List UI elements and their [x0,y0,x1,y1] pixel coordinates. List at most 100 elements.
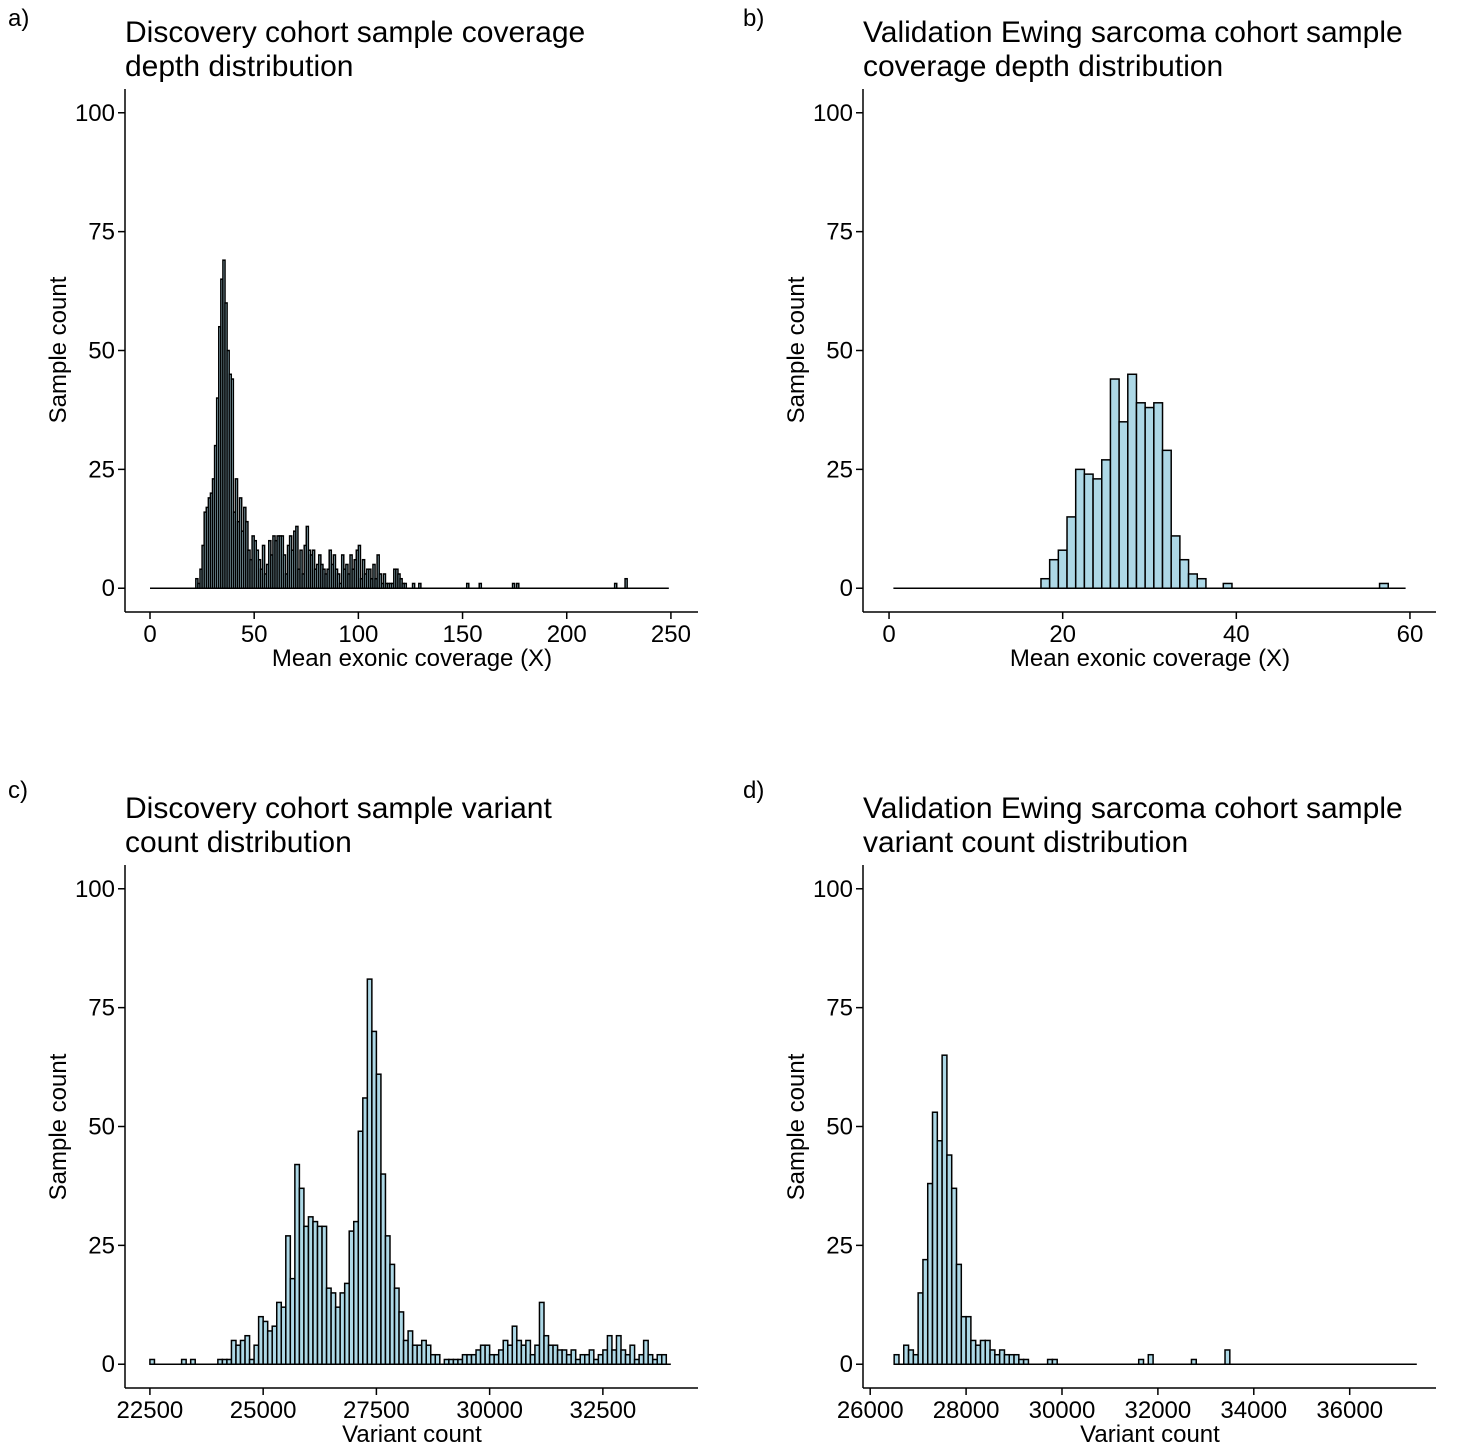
histogram-bar [624,577,628,589]
histogram-bar [1022,1358,1030,1365]
y-tick-label: 100 [813,876,853,903]
x-tick-label: 32500 [570,1397,637,1424]
panel-c: c) Discovery cohort sample variant count… [0,724,729,1448]
y-tick-label: 100 [75,100,115,127]
y-tick-label: 100 [813,100,853,127]
y-tick-label: 50 [826,1114,853,1141]
chart-title-line1: Validation Ewing sarcoma cohort sample [863,16,1403,49]
histogram-bar [1040,577,1051,589]
x-tick-label: 34000 [1220,1397,1287,1424]
histogram-bar [180,1358,187,1365]
x-tick-label: 200 [547,621,587,648]
panel-tag: b) [743,5,764,32]
histogram-bar [434,1353,441,1365]
x-tick-label: 60 [1397,621,1424,648]
x-tick-label: 27500 [343,1397,410,1424]
histogram-bar [403,582,408,589]
histogram-bar [1048,558,1060,589]
chart-c: c) Discovery cohort sample variant count… [8,777,698,1448]
histogram-bar [525,1339,532,1365]
histogram-bar [613,582,618,589]
x-tick-label: 250 [651,621,691,648]
histogram-bar [1378,582,1389,589]
panel-a: a) Discovery cohort sample coverage dept… [0,0,729,724]
x-tick-label: 26000 [837,1397,904,1424]
histogram-bar [511,582,516,589]
histogram-bar [893,1353,900,1365]
histogram-bar [382,573,387,589]
y-tick-label: 0 [840,1351,853,1378]
histogram-bar [642,1339,649,1365]
y-tick-label: 75 [826,219,853,246]
x-tick-label: 25000 [230,1397,297,1424]
x-axis-title: Mean exonic coverage (X) [272,645,552,672]
x-axis-title: Variant count [342,1421,482,1448]
y-tick-label: 75 [88,995,115,1022]
histogram-bar [478,582,483,589]
y-tick-label: 50 [826,338,853,365]
histogram-bar [1153,402,1164,589]
histogram-bar [1137,1358,1145,1365]
histogram-bar [357,544,362,589]
histogram-bar [398,1311,405,1365]
histogram-bar [378,573,383,589]
chart-a: a) Discovery cohort sample coverage dept… [8,5,698,672]
y-tick-label: 75 [826,995,853,1022]
panel-b: b) Validation Ewing sarcoma cohort sampl… [729,0,1458,724]
x-tick-label: 20 [1049,621,1076,648]
histogram-bar [661,1353,668,1365]
y-tick-label: 0 [102,575,115,602]
histogram-bar [149,1358,156,1365]
x-axis-title: Mean exonic coverage (X) [1010,645,1290,672]
histogram-bar [230,378,235,589]
histogram-bar [629,1344,636,1365]
histogram-bar [1222,582,1233,589]
histogram-bar [282,554,287,589]
x-tick-label: 32000 [1125,1397,1192,1424]
y-tick-label: 25 [826,456,853,483]
histogram-bar [1057,549,1068,589]
panel-d: d) Validation Ewing sarcoma cohort sampl… [729,724,1458,1448]
y-tick-label: 0 [840,575,853,602]
y-axis-title: Sample count [783,1053,810,1200]
x-tick-label: 50 [241,621,268,648]
chart-title-line2: depth distribution [125,50,354,83]
panel-tag: a) [8,5,29,32]
x-tick-label: 40 [1223,621,1250,648]
histogram-bar [1187,573,1198,589]
y-tick-label: 25 [826,1232,853,1259]
panel-tag: c) [8,777,28,804]
histogram-bar [1127,373,1138,589]
x-tick-label: 0 [143,621,156,648]
y-tick-label: 0 [102,1351,115,1378]
y-tick-label: 25 [88,1232,115,1259]
histogram-bar [295,525,299,589]
y-axis-title: Sample count [783,276,810,423]
histogram-bar [1224,1349,1231,1365]
plot-area: 0 25 50 75 100 22500 25000 27500 30000 32500 [75,865,698,1424]
x-tick-label: 36000 [1316,1397,1383,1424]
histogram-bar [1051,1358,1058,1365]
histogram-bar [570,1349,577,1365]
histogram-bar [1135,402,1146,589]
histogram-bar [244,1334,251,1365]
histogram-bar [1101,459,1112,589]
y-tick-label: 25 [88,456,115,483]
histogram-bar [261,544,266,589]
histogram-bar [588,1349,595,1365]
y-axis-title: Sample count [45,1053,72,1200]
y-tick-label: 50 [88,1114,115,1141]
histogram-bar [1074,468,1086,589]
histogram-bar [189,1358,196,1365]
chart-d: d) Validation Ewing sarcoma cohort sampl… [743,777,1436,1448]
histogram-bar [538,1301,545,1365]
histogram-bar [1196,577,1207,589]
x-tick-label: 100 [338,621,378,648]
histogram-bar [1170,535,1181,589]
histogram-bar [1179,558,1190,589]
chart-title-line1: Validation Ewing sarcoma cohort sample [863,792,1403,825]
histogram-bar [955,1263,963,1365]
histogram-bar [1161,449,1172,589]
histogram-bar [1147,1353,1154,1365]
y-tick-label: 75 [88,219,115,246]
